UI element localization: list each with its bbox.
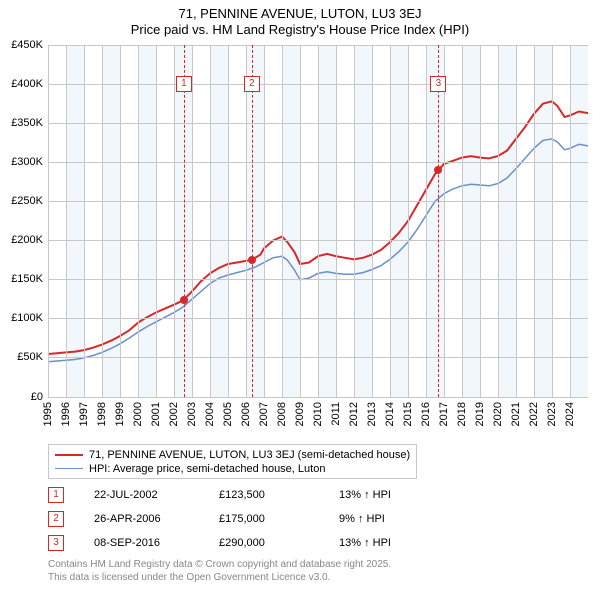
y-tick-label: £200K [1, 234, 43, 246]
y-tick-label: £150K [1, 273, 43, 285]
event-row: 1 22-JUL-2002 £123,500 13% ↑ HPI [48, 487, 588, 503]
plot-area: £0£50K£100K£150K£200K£250K£300K£350K£400… [48, 45, 588, 398]
y-tick-label: £50K [1, 351, 43, 363]
events-table: 1 22-JUL-2002 £123,500 13% ↑ HPI 2 26-AP… [48, 487, 588, 551]
legend-swatch [55, 468, 83, 469]
x-tick-label: 2002 [168, 402, 180, 426]
x-tick-label: 2014 [384, 402, 396, 426]
x-tick-label: 2009 [294, 402, 306, 426]
legend-row: 71, PENNINE AVENUE, LUTON, LU3 3EJ (semi… [55, 448, 410, 462]
y-tick-label: £350K [1, 117, 43, 129]
event-date: 22-JUL-2002 [94, 489, 189, 501]
x-tick-label: 1998 [96, 402, 108, 426]
event-date: 26-APR-2006 [94, 513, 189, 525]
legend: 71, PENNINE AVENUE, LUTON, LU3 3EJ (semi… [48, 444, 417, 480]
x-tick-label: 2022 [528, 402, 540, 426]
y-tick-label: £300K [1, 156, 43, 168]
event-date: 08-SEP-2016 [94, 537, 189, 549]
title-address: 71, PENNINE AVENUE, LUTON, LU3 3EJ [0, 6, 600, 22]
x-tick-label: 2021 [510, 402, 522, 426]
event-marker-box: 1 [176, 76, 192, 92]
x-tick-label: 2005 [222, 402, 234, 426]
x-tick-label: 1997 [78, 402, 90, 426]
x-tick-label: 2011 [330, 402, 342, 426]
x-tick-label: 2020 [492, 402, 504, 426]
event-price: £175,000 [219, 513, 309, 525]
x-tick-label: 2015 [402, 402, 414, 426]
y-tick-label: £250K [1, 195, 43, 207]
x-tick-label: 2019 [474, 402, 486, 426]
event-dot [180, 296, 188, 304]
event-hpi: 13% ↑ HPI [339, 489, 429, 501]
legend-label: 71, PENNINE AVENUE, LUTON, LU3 3EJ (semi… [89, 448, 410, 462]
chart-container: 71, PENNINE AVENUE, LUTON, LU3 3EJ Price… [0, 0, 600, 584]
x-axis-labels: 1995199619971998199920002001200220032004… [48, 398, 588, 438]
y-tick-label: £0 [1, 391, 43, 403]
x-tick-label: 2001 [150, 402, 162, 426]
title-subtitle: Price paid vs. HM Land Registry's House … [0, 22, 600, 38]
x-tick-label: 2017 [438, 402, 450, 426]
legend-row: HPI: Average price, semi-detached house,… [55, 462, 410, 476]
event-dot [434, 166, 442, 174]
footer-line: This data is licensed under the Open Gov… [48, 572, 588, 585]
x-tick-label: 2007 [258, 402, 270, 426]
y-tick-label: £400K [1, 78, 43, 90]
event-dot [248, 256, 256, 264]
x-tick-label: 2000 [132, 402, 144, 426]
y-tick-label: £100K [1, 312, 43, 324]
x-tick-label: 2013 [366, 402, 378, 426]
x-tick-label: 2024 [564, 402, 576, 426]
event-price: £290,000 [219, 537, 309, 549]
footer-attribution: Contains HM Land Registry data © Crown c… [48, 559, 588, 584]
event-marker-box: 2 [244, 76, 260, 92]
x-tick-label: 1996 [60, 402, 72, 426]
x-tick-label: 2006 [240, 402, 252, 426]
x-tick-label: 2008 [276, 402, 288, 426]
event-marker: 1 [48, 487, 64, 503]
x-tick-label: 1995 [42, 402, 54, 426]
y-tick-label: £450K [1, 39, 43, 51]
x-tick-label: 2016 [420, 402, 432, 426]
event-marker: 2 [48, 511, 64, 527]
x-tick-label: 2010 [312, 402, 324, 426]
chart-title: 71, PENNINE AVENUE, LUTON, LU3 3EJ Price… [0, 0, 600, 39]
x-tick-label: 2012 [348, 402, 360, 426]
event-price: £123,500 [219, 489, 309, 501]
event-hpi: 13% ↑ HPI [339, 537, 429, 549]
event-row: 2 26-APR-2006 £175,000 9% ↑ HPI [48, 511, 588, 527]
event-hpi: 9% ↑ HPI [339, 513, 429, 525]
legend-swatch [55, 454, 83, 456]
x-tick-label: 2003 [186, 402, 198, 426]
legend-label: HPI: Average price, semi-detached house,… [89, 462, 325, 476]
event-marker-box: 3 [430, 76, 446, 92]
x-tick-label: 2004 [204, 402, 216, 426]
x-tick-label: 2023 [546, 402, 558, 426]
event-row: 3 08-SEP-2016 £290,000 13% ↑ HPI [48, 535, 588, 551]
x-tick-label: 1999 [114, 402, 126, 426]
event-marker: 3 [48, 535, 64, 551]
x-tick-label: 2018 [456, 402, 468, 426]
footer-line: Contains HM Land Registry data © Crown c… [48, 559, 588, 572]
